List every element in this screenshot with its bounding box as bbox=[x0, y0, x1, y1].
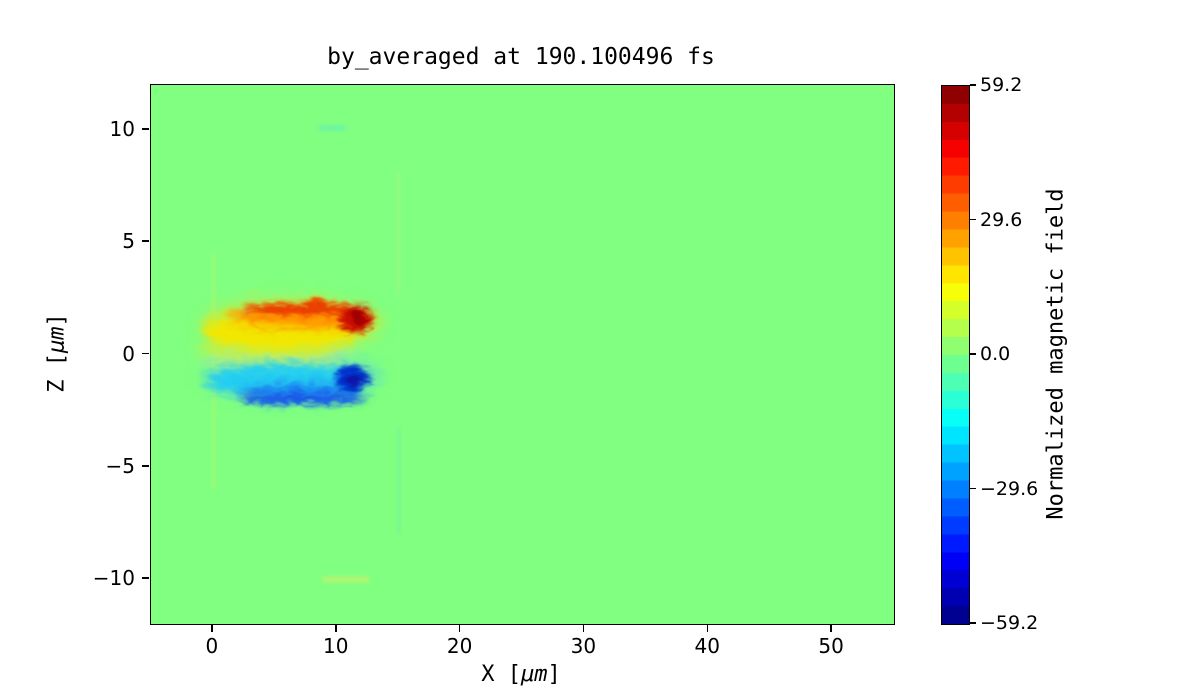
positive-lobe-red-edge bbox=[240, 300, 366, 312]
x-tick-label: 20 bbox=[446, 634, 473, 658]
positive-peak-core-dark bbox=[348, 306, 364, 322]
colorbar-tick-mark bbox=[970, 353, 976, 355]
x-axis-label-text: X [ bbox=[481, 662, 521, 687]
bottom-dash bbox=[323, 577, 369, 582]
y-axis-label-unit: μm bbox=[44, 326, 70, 354]
colorbar-tick-label: −29.6 bbox=[980, 477, 1039, 500]
x-tick-label: 40 bbox=[694, 634, 720, 658]
right-vertical-streak-upper bbox=[397, 171, 401, 294]
y-tick-label: 10 bbox=[109, 116, 135, 141]
y-tick-mark bbox=[142, 465, 149, 467]
x-tick-label: 10 bbox=[323, 634, 349, 658]
x-axis-label-unit: μm bbox=[521, 662, 548, 687]
negative-peak-core-dark bbox=[344, 371, 362, 385]
y-tick-mark bbox=[142, 577, 149, 579]
x-tick-mark bbox=[458, 625, 461, 632]
colorbar-tick-label: 29.6 bbox=[980, 208, 1023, 231]
top-dash bbox=[319, 126, 345, 130]
colorbar-label: Normalized magnetic field bbox=[1043, 188, 1069, 520]
x-tick-label: 0 bbox=[205, 634, 219, 658]
colorbar-tick-mark bbox=[970, 622, 976, 624]
plot-title: by_averaged at 190.100496 fs bbox=[327, 44, 715, 70]
y-tick-label: 5 bbox=[122, 229, 135, 254]
x-tick-label: 50 bbox=[818, 634, 844, 658]
field-heatmap bbox=[195, 126, 401, 582]
y-tick-mark bbox=[142, 352, 149, 355]
x-tick-mark bbox=[706, 625, 708, 632]
colorbar-tick-label: −59.2 bbox=[980, 612, 1039, 634]
y-axis-label-text: Z [ bbox=[44, 353, 70, 393]
x-axis-label-bracket: ] bbox=[547, 662, 561, 687]
x-tick-label: 30 bbox=[570, 634, 597, 658]
colorbar-tick-mark bbox=[970, 218, 976, 221]
y-tick-label: 0 bbox=[122, 341, 135, 366]
y-axis-label-bracket: ] bbox=[44, 313, 70, 327]
colorbar-tick-mark bbox=[970, 487, 976, 490]
y-tick-mark bbox=[142, 240, 149, 242]
right-vertical-streak-lower bbox=[397, 428, 401, 534]
field-lobes bbox=[195, 295, 379, 401]
colorbar-tick-label: 59.2 bbox=[980, 74, 1023, 96]
y-tick-label: −10 bbox=[92, 566, 135, 591]
plot-area bbox=[150, 84, 895, 625]
x-tick-mark bbox=[582, 625, 585, 632]
x-axis-label: X [μm] bbox=[481, 662, 561, 687]
colorbar-tick-mark bbox=[970, 84, 976, 86]
negative-lobe-blue-edge bbox=[239, 391, 359, 401]
colorbar bbox=[941, 85, 970, 625]
y-tick-label: −5 bbox=[105, 453, 135, 478]
x-tick-mark bbox=[211, 625, 213, 632]
y-axis-label: Z [μm] bbox=[45, 313, 70, 393]
x-tick-mark bbox=[335, 625, 337, 632]
x-tick-mark bbox=[830, 625, 832, 632]
colorbar-tick-label: 0.0 bbox=[980, 343, 1011, 365]
y-tick-mark bbox=[142, 128, 149, 130]
